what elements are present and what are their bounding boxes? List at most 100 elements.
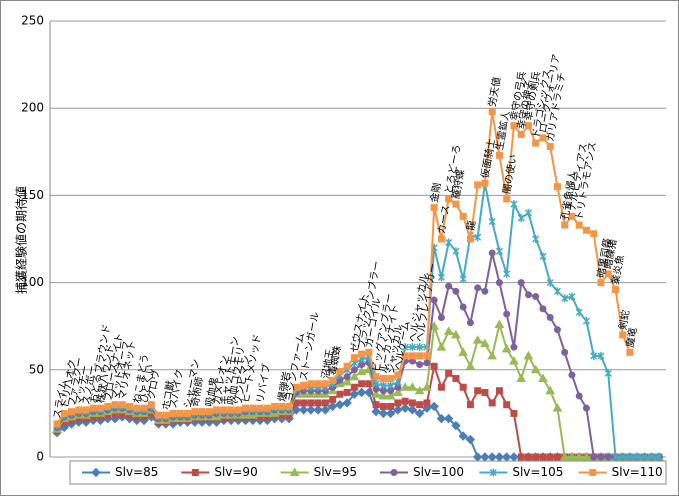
category-label: 龍 [464,219,479,231]
marker [546,313,554,321]
marker [416,343,424,352]
marker [372,401,380,409]
marker [414,385,425,395]
y-tick-label: 100 [21,275,44,289]
marker [278,402,286,410]
legend-label: Slv=95 [314,465,357,479]
marker [604,369,612,378]
marker [503,269,511,278]
marker [626,453,634,461]
marker [553,287,561,296]
marker [313,405,323,415]
marker [488,108,496,116]
marker [350,383,358,391]
marker [394,378,402,387]
marker [436,342,447,351]
marker [474,233,482,242]
marker [400,403,410,413]
marker [198,408,206,416]
marker [372,379,380,388]
marker [451,329,461,339]
marker [242,404,250,412]
marker [306,405,316,415]
marker [524,122,532,130]
marker [443,413,454,424]
marker [342,377,352,386]
marker [546,453,554,461]
marker [329,395,337,403]
marker [568,371,576,379]
marker [452,247,460,256]
marker [466,401,474,409]
marker [147,401,155,409]
legend-label: Slv=85 [115,465,158,479]
marker [524,208,532,217]
marker [393,405,403,415]
marker [75,406,83,414]
marker [474,284,482,292]
marker [546,278,554,287]
y-tick-label: 150 [21,188,44,202]
marker [191,469,199,476]
marker [458,347,469,356]
category-label: カース [436,204,453,235]
marker [436,413,447,424]
marker [414,408,425,419]
y-tick-label: 200 [21,101,44,115]
marker [597,351,605,360]
marker [111,401,119,409]
marker [336,390,344,398]
marker [387,381,395,390]
marker [465,361,476,370]
marker [89,404,97,412]
marker [429,401,439,412]
marker [575,308,583,317]
marker [68,408,76,416]
marker [53,420,61,428]
marker [227,406,235,414]
marker [582,226,590,234]
marker [589,469,597,476]
marker [289,467,300,476]
marker [481,287,489,295]
marker [501,343,512,353]
marker [97,404,105,412]
marker [561,221,569,229]
marker [575,392,583,400]
marker [553,183,561,191]
marker [648,453,656,461]
marker [474,387,482,395]
marker [256,404,264,412]
marker [581,451,592,461]
marker [422,382,432,391]
marker [300,399,308,407]
marker [567,451,577,461]
marker [379,402,387,410]
marker [568,212,576,220]
marker [553,453,561,461]
marker [545,385,556,395]
legend-label: Slv=100 [413,465,464,479]
marker [350,366,358,374]
marker [263,404,271,412]
marker [314,399,322,407]
marker [510,343,518,351]
marker [126,402,134,410]
marker [459,275,467,284]
marker [575,221,583,229]
marker [285,402,293,410]
marker [487,350,498,360]
marker [416,361,424,369]
y-axis-title: 捕獲経験値の期待値 [14,186,29,294]
marker [488,249,496,257]
marker [321,380,329,388]
marker [378,408,389,419]
marker [162,411,170,419]
category-label: 剣蛇 [616,309,632,331]
marker [546,143,554,151]
marker [539,453,547,461]
marker [379,375,387,383]
category-label: クロウ [145,369,162,401]
marker [604,453,612,461]
